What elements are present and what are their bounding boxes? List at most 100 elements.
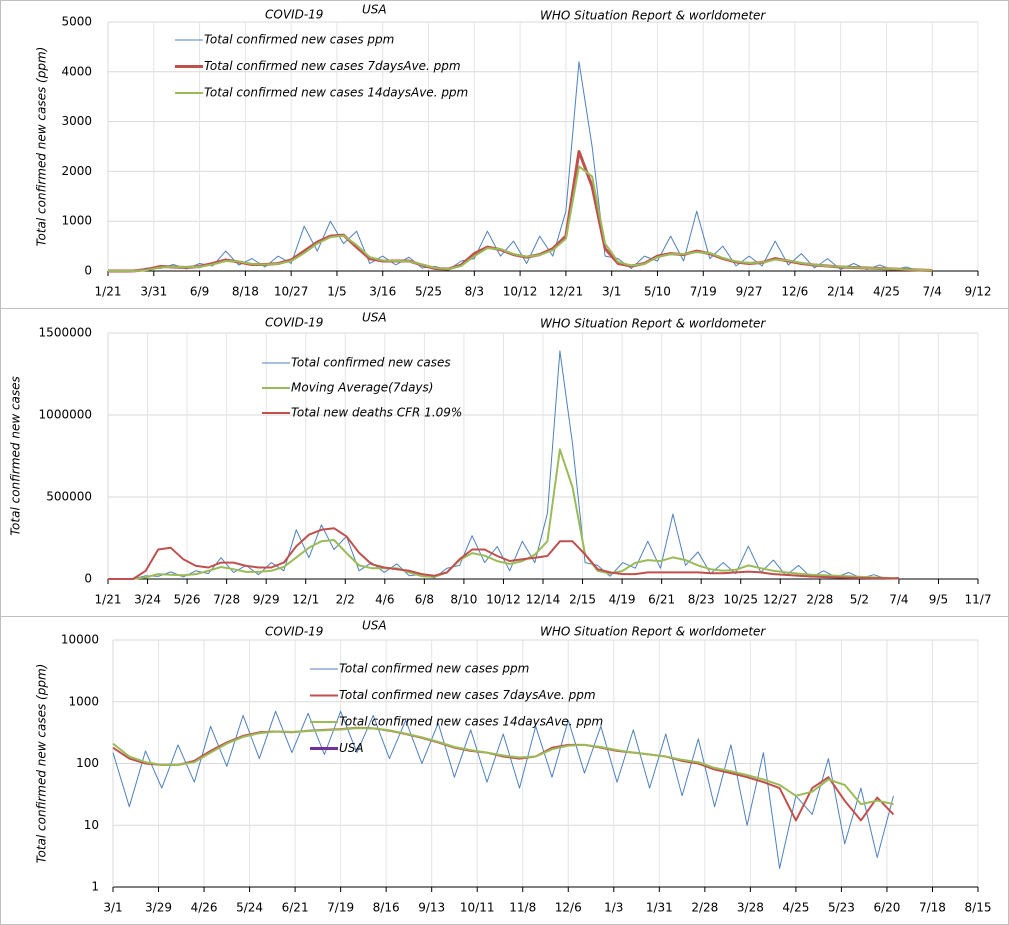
x-tick-label: 3/1 — [602, 285, 621, 299]
chart-title: COVID-19 — [265, 625, 323, 639]
x-tick-label: 1/21 — [95, 593, 122, 607]
chart-subtitle: USA — [362, 311, 387, 325]
legend-label: USA — [339, 741, 364, 755]
x-tick-label: 12/6 — [555, 901, 582, 915]
x-tick-label: 4/26 — [191, 901, 218, 915]
chart-source: WHO Situation Report & worldometer — [540, 625, 766, 639]
legend-label: Moving Average(7days) — [291, 381, 433, 395]
x-tick-label: 8/10 — [450, 593, 477, 607]
x-tick-label: 8/23 — [688, 593, 715, 607]
y-tick-label: 2000 — [61, 164, 92, 178]
chart-title: COVID-19 — [265, 316, 323, 330]
x-tick-label: 5/24 — [236, 901, 263, 915]
x-tick-label: 6/20 — [873, 901, 900, 915]
x-tick-label: 7/28 — [213, 593, 240, 607]
series-line — [108, 527, 899, 580]
x-tick-label: 2/2 — [336, 593, 355, 607]
x-tick-label: 4/25 — [873, 285, 900, 299]
x-tick-label: 8/15 — [965, 901, 992, 915]
x-tick-label: 6/21 — [282, 901, 309, 915]
x-tick-label: 3/29 — [145, 901, 172, 915]
x-tick-label: 5/26 — [174, 593, 201, 607]
series-line — [108, 165, 933, 272]
y-tick-label: 10 — [84, 818, 99, 832]
y-tick-label: 1500000 — [39, 326, 92, 340]
x-tick-label: 4/6 — [375, 593, 394, 607]
x-tick-label: 9/27 — [736, 285, 763, 299]
x-tick-label: 8/16 — [373, 901, 400, 915]
x-tick-label: 7/4 — [889, 593, 908, 607]
x-tick-label: 1/3 — [604, 901, 623, 915]
x-tick-label: 3/24 — [134, 593, 161, 607]
legend-label: Total confirmed new cases 7daysAve. ppm — [339, 688, 596, 702]
series-line — [112, 710, 894, 869]
x-tick-label: 11/8 — [509, 901, 536, 915]
x-tick-label: 9/12 — [965, 285, 992, 299]
x-tick-label: 12/21 — [549, 285, 584, 299]
x-tick-label: 12/27 — [763, 593, 798, 607]
y-axis-title: Total confirmed new cases — [9, 376, 23, 536]
y-axis-title: Total confirmed new cases (ppm) — [35, 664, 49, 864]
y-tick-label: 1 — [91, 880, 99, 894]
x-tick-label: 10/27 — [274, 285, 309, 299]
y-tick-label: 4000 — [61, 64, 92, 78]
x-tick-label: 5/25 — [415, 285, 442, 299]
x-tick-label: 1/31 — [646, 901, 673, 915]
legend-label: Total confirmed new cases 14daysAve. ppm — [339, 715, 603, 729]
x-tick-label: 7/4 — [923, 285, 942, 299]
x-tick-label: 2/14 — [827, 285, 854, 299]
series-line — [112, 727, 894, 806]
x-tick-label: 3/16 — [369, 285, 396, 299]
y-tick-label: 10000 — [61, 633, 99, 647]
x-tick-label: 7/18 — [919, 901, 946, 915]
x-tick-label: 3/28 — [737, 901, 764, 915]
x-tick-label: 2/15 — [569, 593, 596, 607]
y-tick-label: 3000 — [61, 114, 92, 128]
x-tick-label: 10/11 — [460, 901, 495, 915]
y-tick-label: 1000 — [68, 694, 99, 708]
legend-label: Total confirmed new cases 14daysAve. ppm — [204, 86, 468, 100]
x-tick-label: 6/21 — [648, 593, 675, 607]
x-tick-label: 2/28 — [806, 593, 833, 607]
x-tick-label: 12/14 — [526, 593, 561, 607]
x-tick-label: 5/2 — [850, 593, 869, 607]
x-tick-label: 10/12 — [503, 285, 538, 299]
x-tick-label: 8/3 — [465, 285, 484, 299]
legend-label: Total confirmed new cases ppm — [339, 662, 529, 676]
x-tick-label: 7/19 — [327, 901, 354, 915]
x-tick-label: 1/21 — [95, 285, 122, 299]
y-axis-title: Total confirmed new cases (ppm) — [35, 47, 49, 247]
x-tick-label: 10/12 — [486, 593, 521, 607]
x-tick-label: 3/1 — [103, 901, 122, 915]
x-tick-label: 9/29 — [253, 593, 280, 607]
x-tick-label: 1/5 — [327, 285, 346, 299]
x-tick-label: 5/10 — [644, 285, 671, 299]
y-tick-label: 1000000 — [39, 408, 92, 422]
y-tick-label: 0 — [84, 264, 92, 278]
y-tick-label: 5000 — [61, 15, 92, 29]
x-tick-label: 4/19 — [609, 593, 636, 607]
legend-label: Total confirmed new cases 7daysAve. ppm — [204, 59, 461, 73]
series-line — [108, 448, 899, 580]
x-tick-label: 12/1 — [292, 593, 319, 607]
y-tick-label: 500000 — [46, 490, 92, 504]
x-tick-label: 9/13 — [418, 901, 445, 915]
chart-title: COVID-19 — [265, 8, 323, 22]
chart-subtitle: USA — [362, 619, 387, 633]
chart-source: WHO Situation Report & worldometer — [540, 317, 766, 331]
x-tick-label: 3/31 — [140, 285, 167, 299]
chart-subtitle: USA — [362, 3, 387, 17]
x-tick-label: 4/25 — [782, 901, 809, 915]
legend-label: Total confirmed new cases ppm — [204, 33, 394, 47]
chart-source: WHO Situation Report & worldometer — [540, 9, 766, 23]
x-tick-label: 6/9 — [190, 285, 209, 299]
x-tick-label: 10/25 — [723, 593, 758, 607]
x-tick-label: 5/23 — [828, 901, 855, 915]
x-tick-label: 7/19 — [690, 285, 717, 299]
legend-label: Total new deaths CFR 1.09% — [291, 406, 462, 420]
y-tick-label: 0 — [84, 572, 92, 586]
legend-label: Total confirmed new cases — [291, 356, 451, 370]
x-tick-label: 9/5 — [929, 593, 948, 607]
